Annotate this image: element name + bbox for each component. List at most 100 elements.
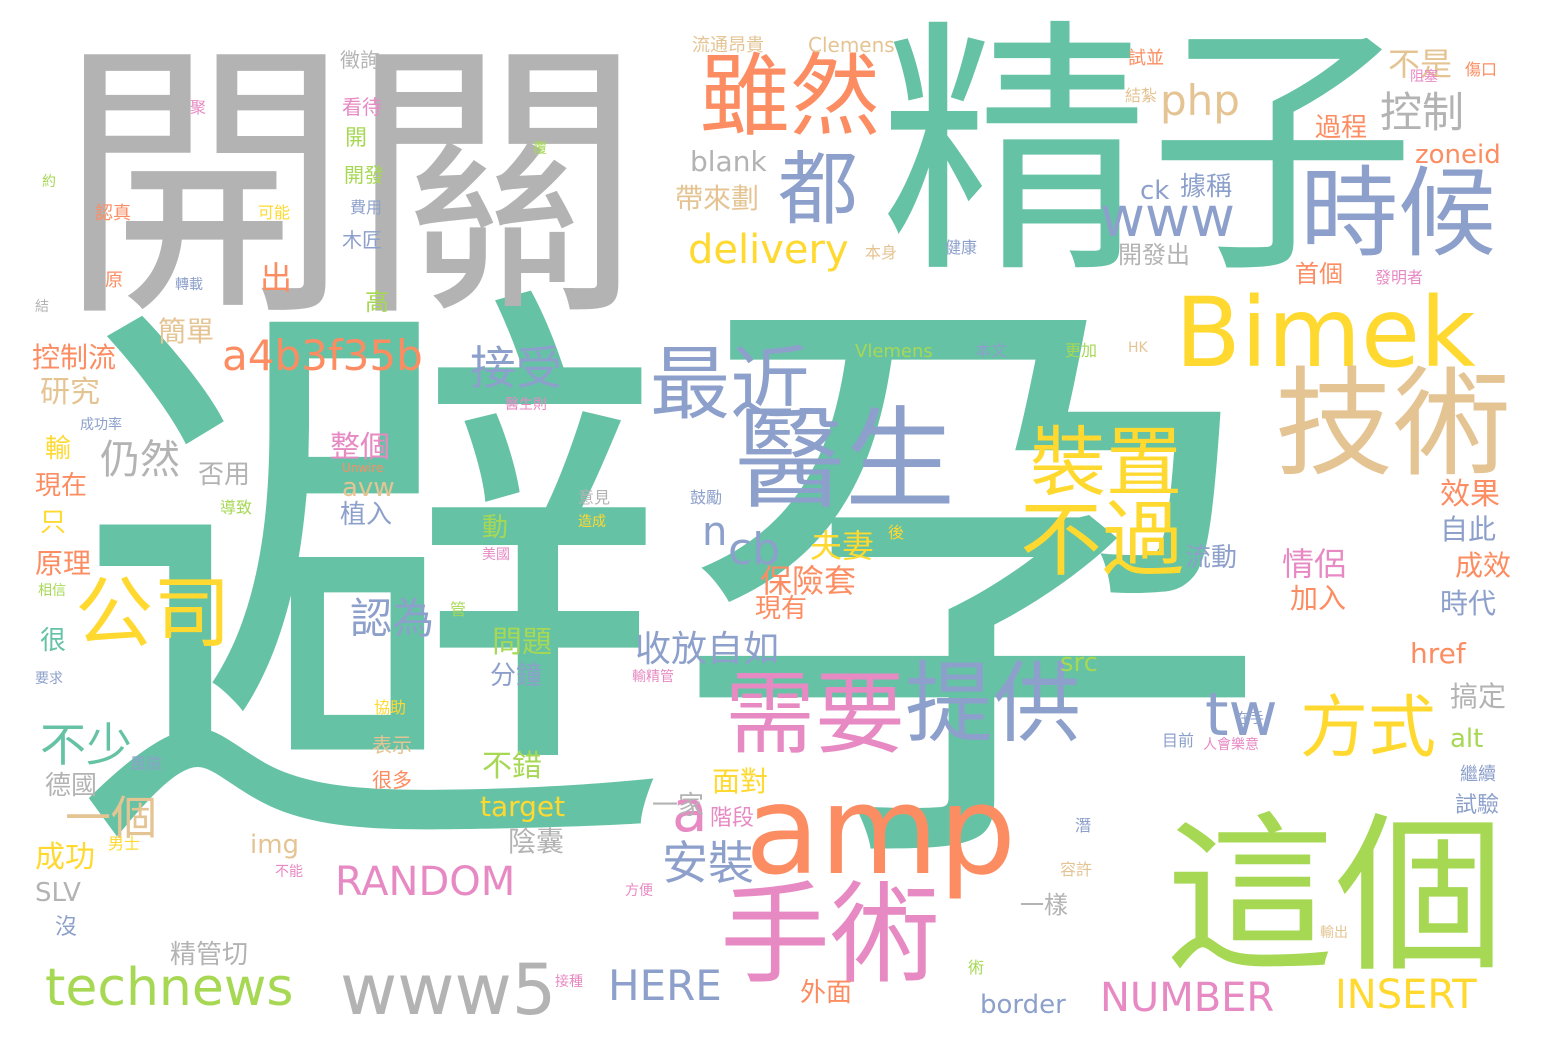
word: 美國 [482,547,510,563]
word: 原 [105,270,123,291]
word: 木匠 [342,228,382,252]
word: border [980,990,1066,1020]
word: 接受 [470,341,562,395]
word: HK [1128,340,1148,356]
word: zoneid [1415,140,1501,170]
word: www [1100,185,1235,249]
word: 分鐘 [490,661,543,691]
word: 加入 [1290,582,1347,615]
word: 精管切 [170,940,249,970]
word: 外面 [800,978,853,1008]
word: 表示 [372,733,412,757]
word: 只 [40,508,67,538]
word: 高 [365,288,389,316]
word: 面對 [712,765,769,798]
word: 階段 [710,806,755,831]
word: 不過 [1020,493,1185,588]
word: 本文 [975,341,1008,360]
word: 看待 [342,95,382,119]
word: href [1410,637,1466,670]
word: Bimek [1175,277,1476,389]
word: www5 [340,949,557,1031]
word: 很多 [372,768,412,792]
word: 保險套 [760,562,857,600]
word: a [672,777,708,845]
word: amp [745,760,1017,902]
word: Unwire [342,461,384,475]
word: tw [1205,680,1278,750]
word: 整個 [330,430,390,465]
word: 流通昂貴 [692,35,764,56]
word: 醫生 [735,396,955,524]
word: 認真 [95,203,131,224]
word: 方便 [625,883,653,899]
word: 一個 [65,791,157,845]
word: 輸 [45,434,72,464]
word: 覆 [533,141,547,157]
word: 導致 [220,498,253,517]
word: 安裝 [662,836,754,890]
word: 後 [888,523,905,542]
word: 開 [345,126,368,151]
word: 避孕 [72,240,1272,939]
word: 原理 [35,547,92,580]
word: 自此 [1440,513,1497,546]
word: 一樣 [1020,891,1068,919]
word: 沒 [55,915,78,940]
word: 造成 [578,514,606,530]
word: n [702,509,728,555]
word: 簡單 [158,315,215,348]
word: 鼓勵 [690,488,723,507]
word: 控制 [1380,88,1465,137]
word: 輸出 [1320,925,1348,941]
word: 搞定 [1450,680,1507,713]
word: delivery [688,227,849,273]
word: Vlemens [855,341,933,362]
word: 術 [968,958,985,977]
word: 費用 [350,198,383,217]
word: 更加 [1065,341,1098,360]
word: 醫生則 [505,397,547,413]
word: 否用 [198,460,251,490]
word: technews [45,958,294,1018]
word: img [250,830,300,860]
word: NUMBER [1100,975,1275,1021]
word: 男士 [108,834,141,853]
word: 聚 [190,98,207,117]
word: 約 [42,174,56,190]
word: 研究 [40,375,100,410]
word: src [1060,648,1098,678]
word: HERE [608,961,722,1010]
word: 現有 [755,594,808,624]
word: 目前 [1162,731,1195,750]
word: 相信 [38,583,66,599]
word: 公司 [75,569,232,659]
word: 據稱 [1180,172,1233,202]
word: 不是 [1388,45,1453,83]
word: 手術 [720,871,940,999]
word: 植入 [340,500,393,530]
word: 開關 [58,16,642,356]
word: 意見 [578,488,611,507]
word: RANDOM [335,859,516,905]
word: 風險 [130,754,163,773]
word: 轉載 [175,277,203,293]
word: 開發 [344,163,384,187]
word: INSERT [1335,972,1477,1018]
word: 開發出 [1118,241,1190,269]
word: 時候 [1300,157,1497,271]
word: ck [1140,176,1170,206]
word: 本身 [865,243,898,262]
word: 一家 [652,791,705,821]
word: 流動 [1185,543,1238,573]
word: 認為 [350,594,435,643]
word: 很 [40,626,67,656]
word: 收放自如 [635,629,780,670]
word: 德國 [45,771,98,801]
word: 精子 [880,0,1416,310]
word: 這個 [1165,798,1506,996]
word: 裝置 [1030,418,1182,507]
word: 不能 [275,864,303,880]
word: 協助 [374,698,407,717]
word: 時代 [1440,587,1497,620]
